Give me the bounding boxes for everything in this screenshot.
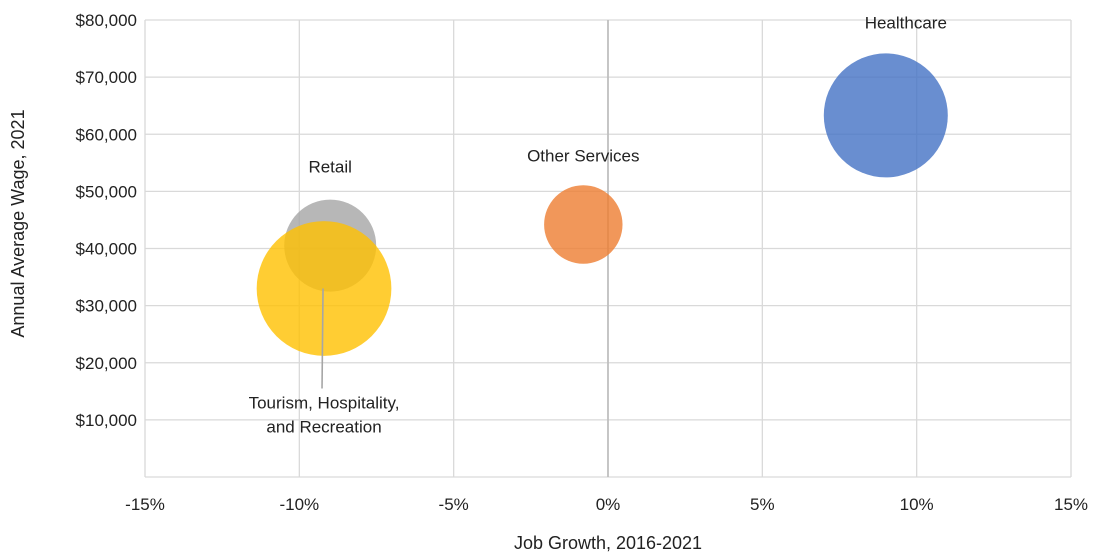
leader-lines <box>321 288 324 389</box>
x-tick-label: -5% <box>439 495 469 514</box>
y-tick-label: $10,000 <box>76 411 137 430</box>
x-tick-label: 5% <box>750 495 775 514</box>
x-tick-label: 15% <box>1054 495 1088 514</box>
y-tick-label: $40,000 <box>76 240 137 259</box>
bubble-label-line: and Recreation <box>266 417 381 436</box>
leader-line <box>321 288 324 389</box>
y-tick-label: $30,000 <box>76 297 137 316</box>
bubbles <box>256 53 948 356</box>
tick-labels: $10,000 $20,000 $30,000 $40,000 $50,000 $60,0… <box>76 11 1088 514</box>
bubble <box>823 53 948 178</box>
bubble-label-line: Healthcare <box>865 13 947 32</box>
y-tick-label: $80,000 <box>76 11 137 30</box>
y-axis-title: Annual Average Wage, 2021 <box>8 109 28 337</box>
x-tick-label: 0% <box>596 495 621 514</box>
x-tick-label: 10% <box>900 495 934 514</box>
bubble-label: Healthcare <box>865 13 947 32</box>
bubble <box>544 185 623 264</box>
bubble-label-line: Retail <box>308 158 351 177</box>
y-tick-label: $50,000 <box>76 182 137 201</box>
bubble-labels: Healthcare Other Services Retail Tourism, H… <box>249 13 947 436</box>
y-tick-label: $20,000 <box>76 354 137 373</box>
y-tick-label: $60,000 <box>76 125 137 144</box>
bubble-label: Retail <box>308 158 351 177</box>
bubble-label: Tourism, Hospitality, and Recreation <box>249 393 400 436</box>
y-tick-label: $70,000 <box>76 68 137 87</box>
x-tick-label: -10% <box>279 495 319 514</box>
x-axis-title: Job Growth, 2016-2021 <box>514 533 702 553</box>
x-tick-label: -15% <box>125 495 165 514</box>
bubble-label-line: Tourism, Hospitality, <box>249 393 400 412</box>
bubble <box>256 221 392 356</box>
bubble-label: Other Services <box>527 147 639 166</box>
bubble-label-line: Other Services <box>527 147 639 166</box>
